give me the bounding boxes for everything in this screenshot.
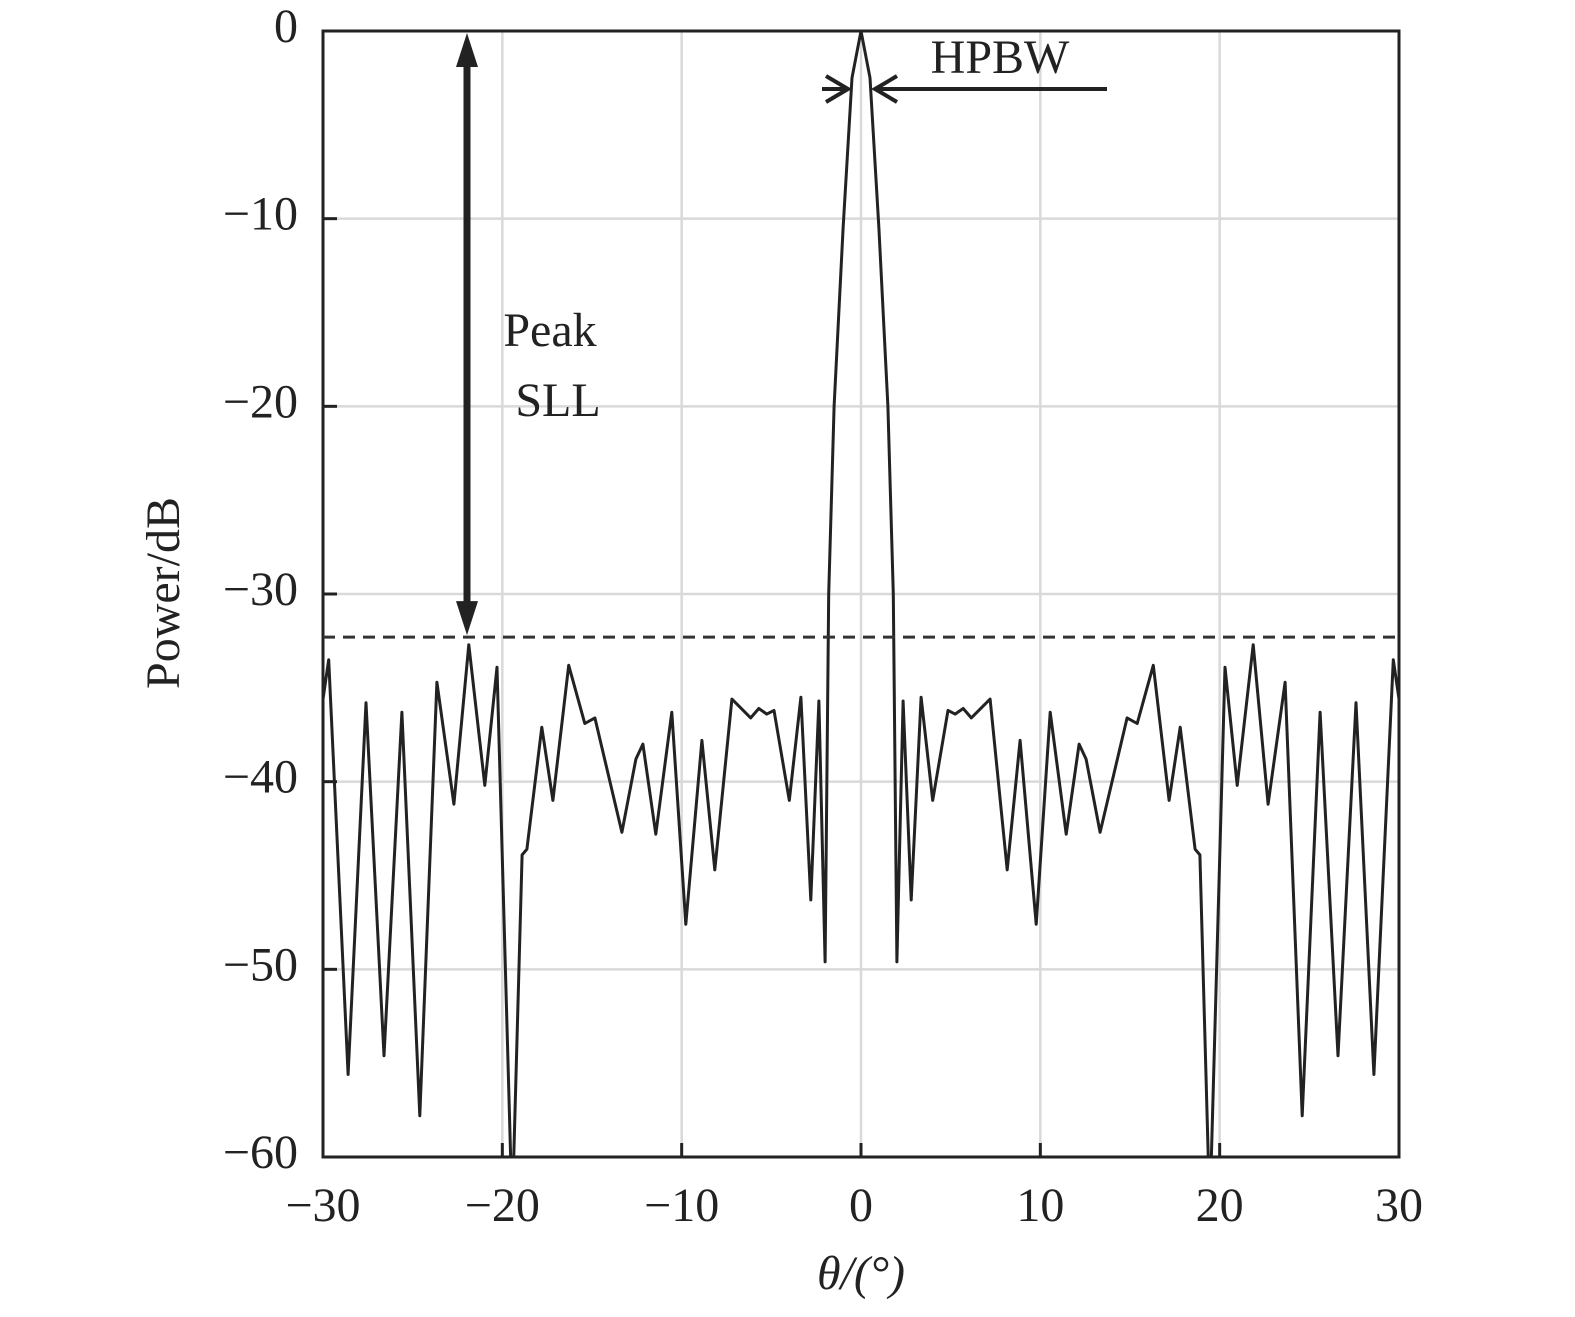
y-tick-label: −10 <box>223 188 298 241</box>
x-tick-label: 20 <box>1196 1179 1244 1232</box>
sll-arrow-head <box>456 601 478 636</box>
hpbw-arrows <box>822 74 1107 104</box>
y-axis-label: Power/dB <box>137 497 190 689</box>
y-tick-label: −30 <box>223 563 298 616</box>
sll-label: SLL <box>515 374 600 427</box>
y-tick-label: −40 <box>223 751 298 804</box>
data-line <box>323 31 1399 1157</box>
x-tick-label: 0 <box>849 1179 873 1232</box>
y-tick-label: 0 <box>274 0 298 53</box>
y-tick-label: −50 <box>223 938 298 991</box>
hpbw-label: HPBW <box>931 31 1070 84</box>
x-tick-label: −30 <box>285 1179 360 1232</box>
x-tick-label: −10 <box>644 1179 719 1232</box>
x-tick-label: 10 <box>1016 1179 1064 1232</box>
y-tick-label: −20 <box>223 375 298 428</box>
x-tick-label: −20 <box>465 1179 540 1232</box>
y-tick-label: −60 <box>223 1126 298 1179</box>
sll-arrow-head <box>456 33 478 67</box>
peak-label: Peak <box>503 304 596 357</box>
x-axis-label: θ/(°) <box>817 1247 905 1300</box>
x-tick-label: 30 <box>1375 1179 1423 1232</box>
